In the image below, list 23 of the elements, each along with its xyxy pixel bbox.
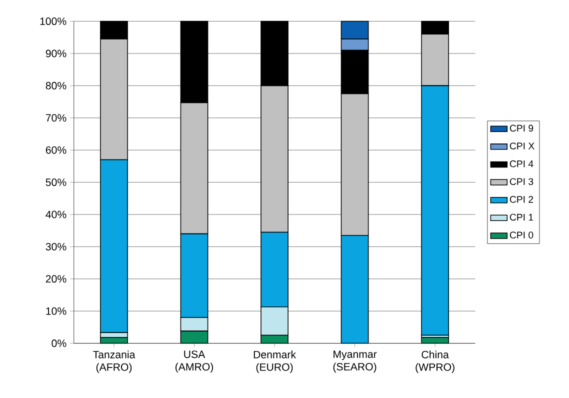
legend-label: CPI 2	[510, 196, 534, 203]
legend-label: CPI 3	[510, 178, 534, 185]
y-tick-label: 20%	[46, 274, 66, 282]
legend-label: CPI 4	[510, 160, 534, 168]
y-tick-label: 30%	[46, 242, 66, 250]
legend-label: CPI 1	[510, 214, 534, 220]
x-tick-label: China (WPRO)	[416, 350, 454, 373]
y-tick-label: 70%	[46, 114, 66, 122]
y-tick-label: 0%	[52, 339, 66, 347]
legend-label: CPI X	[510, 142, 534, 150]
x-tick-label: Myanmar (SEARO)	[333, 350, 377, 372]
y-tick-label: 60%	[46, 146, 66, 154]
legend-label: CPI 9	[510, 124, 534, 132]
x-tick-label: Denmark (EURO)	[254, 350, 296, 373]
y-tick-label: 50%	[46, 178, 66, 186]
legend-label: CPI 0	[510, 231, 534, 238]
x-tick-label: USA (AMRO)	[175, 350, 214, 372]
x-tick-label: Tanzania (AFRO)	[93, 350, 136, 373]
y-tick-label: 100%	[40, 17, 66, 25]
y-tick-label: 90%	[46, 50, 66, 58]
y-tick-label: 80%	[46, 82, 66, 90]
y-tick-label: 40%	[46, 210, 66, 218]
y-tick-label: 10%	[46, 307, 66, 315]
